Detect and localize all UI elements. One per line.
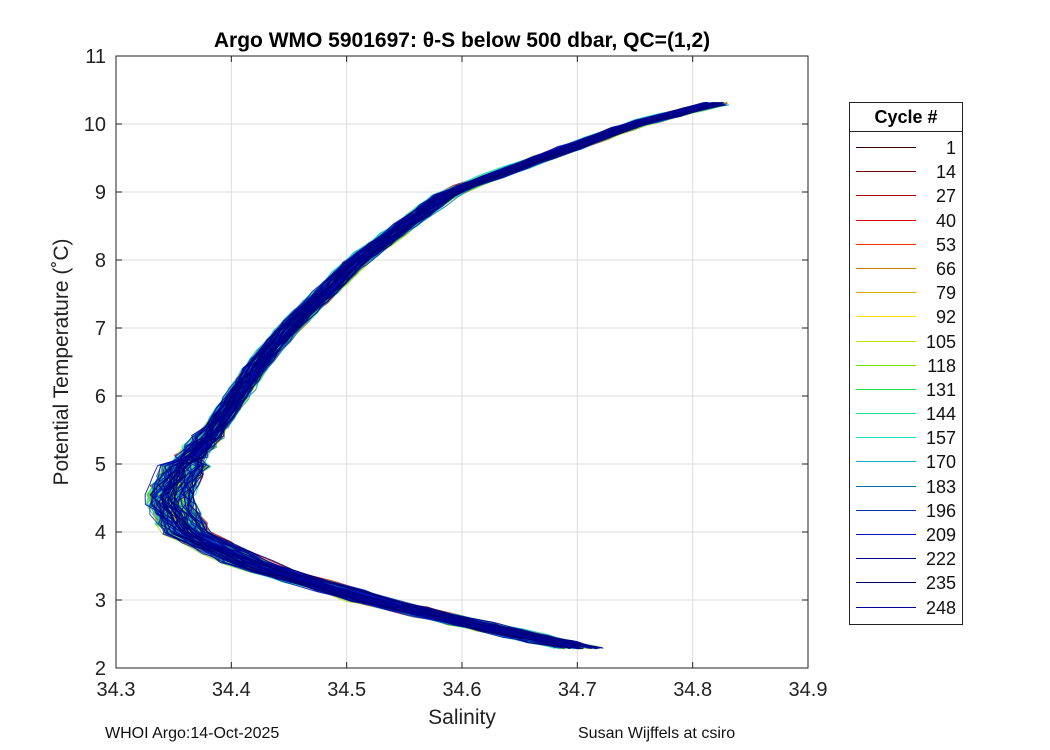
legend-label: 144 xyxy=(925,404,956,425)
legend-swatch xyxy=(856,195,916,197)
legend-entry: 92 xyxy=(850,305,962,329)
legend-label: 40 xyxy=(935,210,956,231)
x-tick-label: 34.7 xyxy=(558,679,597,701)
legend-entry: 14 xyxy=(850,160,962,184)
y-tick-label: 10 xyxy=(84,114,106,136)
legend-label: 27 xyxy=(935,186,956,207)
legend-entry: 144 xyxy=(850,402,962,426)
legend-label: 66 xyxy=(935,258,956,279)
footer-right-text: Susan Wijffels at csiro xyxy=(578,725,736,742)
legend-label: 1 xyxy=(945,138,956,158)
legend-label: 157 xyxy=(925,428,956,449)
legend-entry: 222 xyxy=(850,547,962,571)
legend-swatch xyxy=(856,171,916,173)
legend-label: 248 xyxy=(925,597,956,618)
legend-entry: 209 xyxy=(850,523,962,547)
profile-line xyxy=(164,101,714,648)
x-tick-label: 34.6 xyxy=(443,679,482,701)
legend-label: 53 xyxy=(935,234,956,255)
legend-entry: 170 xyxy=(850,450,962,474)
legend-swatch xyxy=(856,461,916,463)
x-tick-label: 34.5 xyxy=(327,679,366,701)
legend-entry: 248 xyxy=(850,596,962,620)
legend-entry: 131 xyxy=(850,378,962,402)
legend-swatch xyxy=(856,534,916,535)
legend-swatch xyxy=(856,147,916,148)
legend-swatch xyxy=(856,558,916,560)
legend-entry: 66 xyxy=(850,257,962,281)
legend-swatch xyxy=(856,606,916,608)
legend-label: 170 xyxy=(925,452,956,473)
legend-label: 196 xyxy=(925,500,956,521)
legend-label: 222 xyxy=(925,549,956,570)
legend-label: 235 xyxy=(925,573,956,594)
legend-entry: 53 xyxy=(850,233,962,257)
grid-lines xyxy=(116,56,808,668)
profile-curves xyxy=(144,101,729,650)
y-tick-label: 11 xyxy=(85,46,106,68)
y-axis-ticks: 2 3 4 5 6 7 8 9 10 11 xyxy=(84,46,808,680)
legend-entry: 79 xyxy=(850,281,962,305)
legend-label: 209 xyxy=(925,525,956,545)
legend-entry: 235 xyxy=(850,571,962,595)
legend-entry: 196 xyxy=(850,499,962,523)
legend-label: 79 xyxy=(935,283,956,304)
legend-swatch xyxy=(856,267,916,269)
profile-line xyxy=(179,102,723,650)
y-tick-label: 6 xyxy=(95,386,106,408)
legend-entry: 27 xyxy=(850,184,962,208)
legend-swatch xyxy=(856,437,916,439)
legend-swatch xyxy=(856,388,916,390)
y-tick-label: 7 xyxy=(95,318,106,340)
legend-swatch xyxy=(856,219,916,221)
legend-list: 1 14 27 40 53 66 79 92 105 118 131 144 157 170 183 196 2… xyxy=(850,132,962,624)
legend-entry: 157 xyxy=(850,426,962,450)
y-tick-label: 5 xyxy=(95,454,106,476)
y-tick-label: 2 xyxy=(95,658,106,680)
chart-title: Argo WMO 5901697: θ-S below 500 dbar, QC… xyxy=(214,29,710,52)
x-tick-label: 34.3 xyxy=(97,679,136,701)
legend-label: 183 xyxy=(925,476,956,497)
legend-swatch xyxy=(856,364,916,366)
y-tick-label: 9 xyxy=(95,182,106,204)
legend-entry: 183 xyxy=(850,475,962,499)
legend-entry: 105 xyxy=(850,330,962,354)
legend-swatch xyxy=(856,485,916,487)
legend-entry: 1 xyxy=(850,136,962,160)
y-tick-label: 4 xyxy=(95,522,106,544)
legend-swatch xyxy=(856,582,916,584)
legend-swatch xyxy=(856,316,916,318)
x-tick-label: 34.8 xyxy=(673,679,712,701)
x-tick-label: 34.4 xyxy=(212,679,251,701)
profile-line xyxy=(160,101,708,650)
legend-label: 14 xyxy=(935,162,956,183)
profile-line xyxy=(163,104,714,648)
legend-swatch xyxy=(856,340,916,342)
legend-label: 92 xyxy=(935,307,956,328)
y-tick-label: 8 xyxy=(95,250,106,272)
footer-left-text: WHOI Argo:14-Oct-2025 xyxy=(105,725,280,742)
legend-label: 131 xyxy=(925,379,956,400)
legend-label: 105 xyxy=(925,331,956,352)
legend-entry: 40 xyxy=(850,209,962,233)
legend-title: Cycle # xyxy=(850,103,962,132)
y-tick-label: 3 xyxy=(95,590,106,612)
legend-swatch xyxy=(856,509,916,511)
legend-entry: 118 xyxy=(850,354,962,378)
x-tick-label: 34.9 xyxy=(789,679,828,701)
legend-label: 118 xyxy=(927,355,956,376)
profile-line xyxy=(173,104,726,648)
x-axis-ticks: 34.3 34.4 34.5 34.6 34.7 34.8 34.9 xyxy=(97,56,828,701)
legend-swatch xyxy=(856,413,916,415)
x-axis-label: Salinity xyxy=(428,706,496,729)
legend-swatch xyxy=(856,243,916,245)
y-axis-label: Potential Temperature (˚C) xyxy=(50,238,73,485)
legend-swatch xyxy=(856,292,916,294)
legend: Cycle # 1 14 27 40 53 66 79 92 105 118 131 144 157 17… xyxy=(849,102,963,625)
